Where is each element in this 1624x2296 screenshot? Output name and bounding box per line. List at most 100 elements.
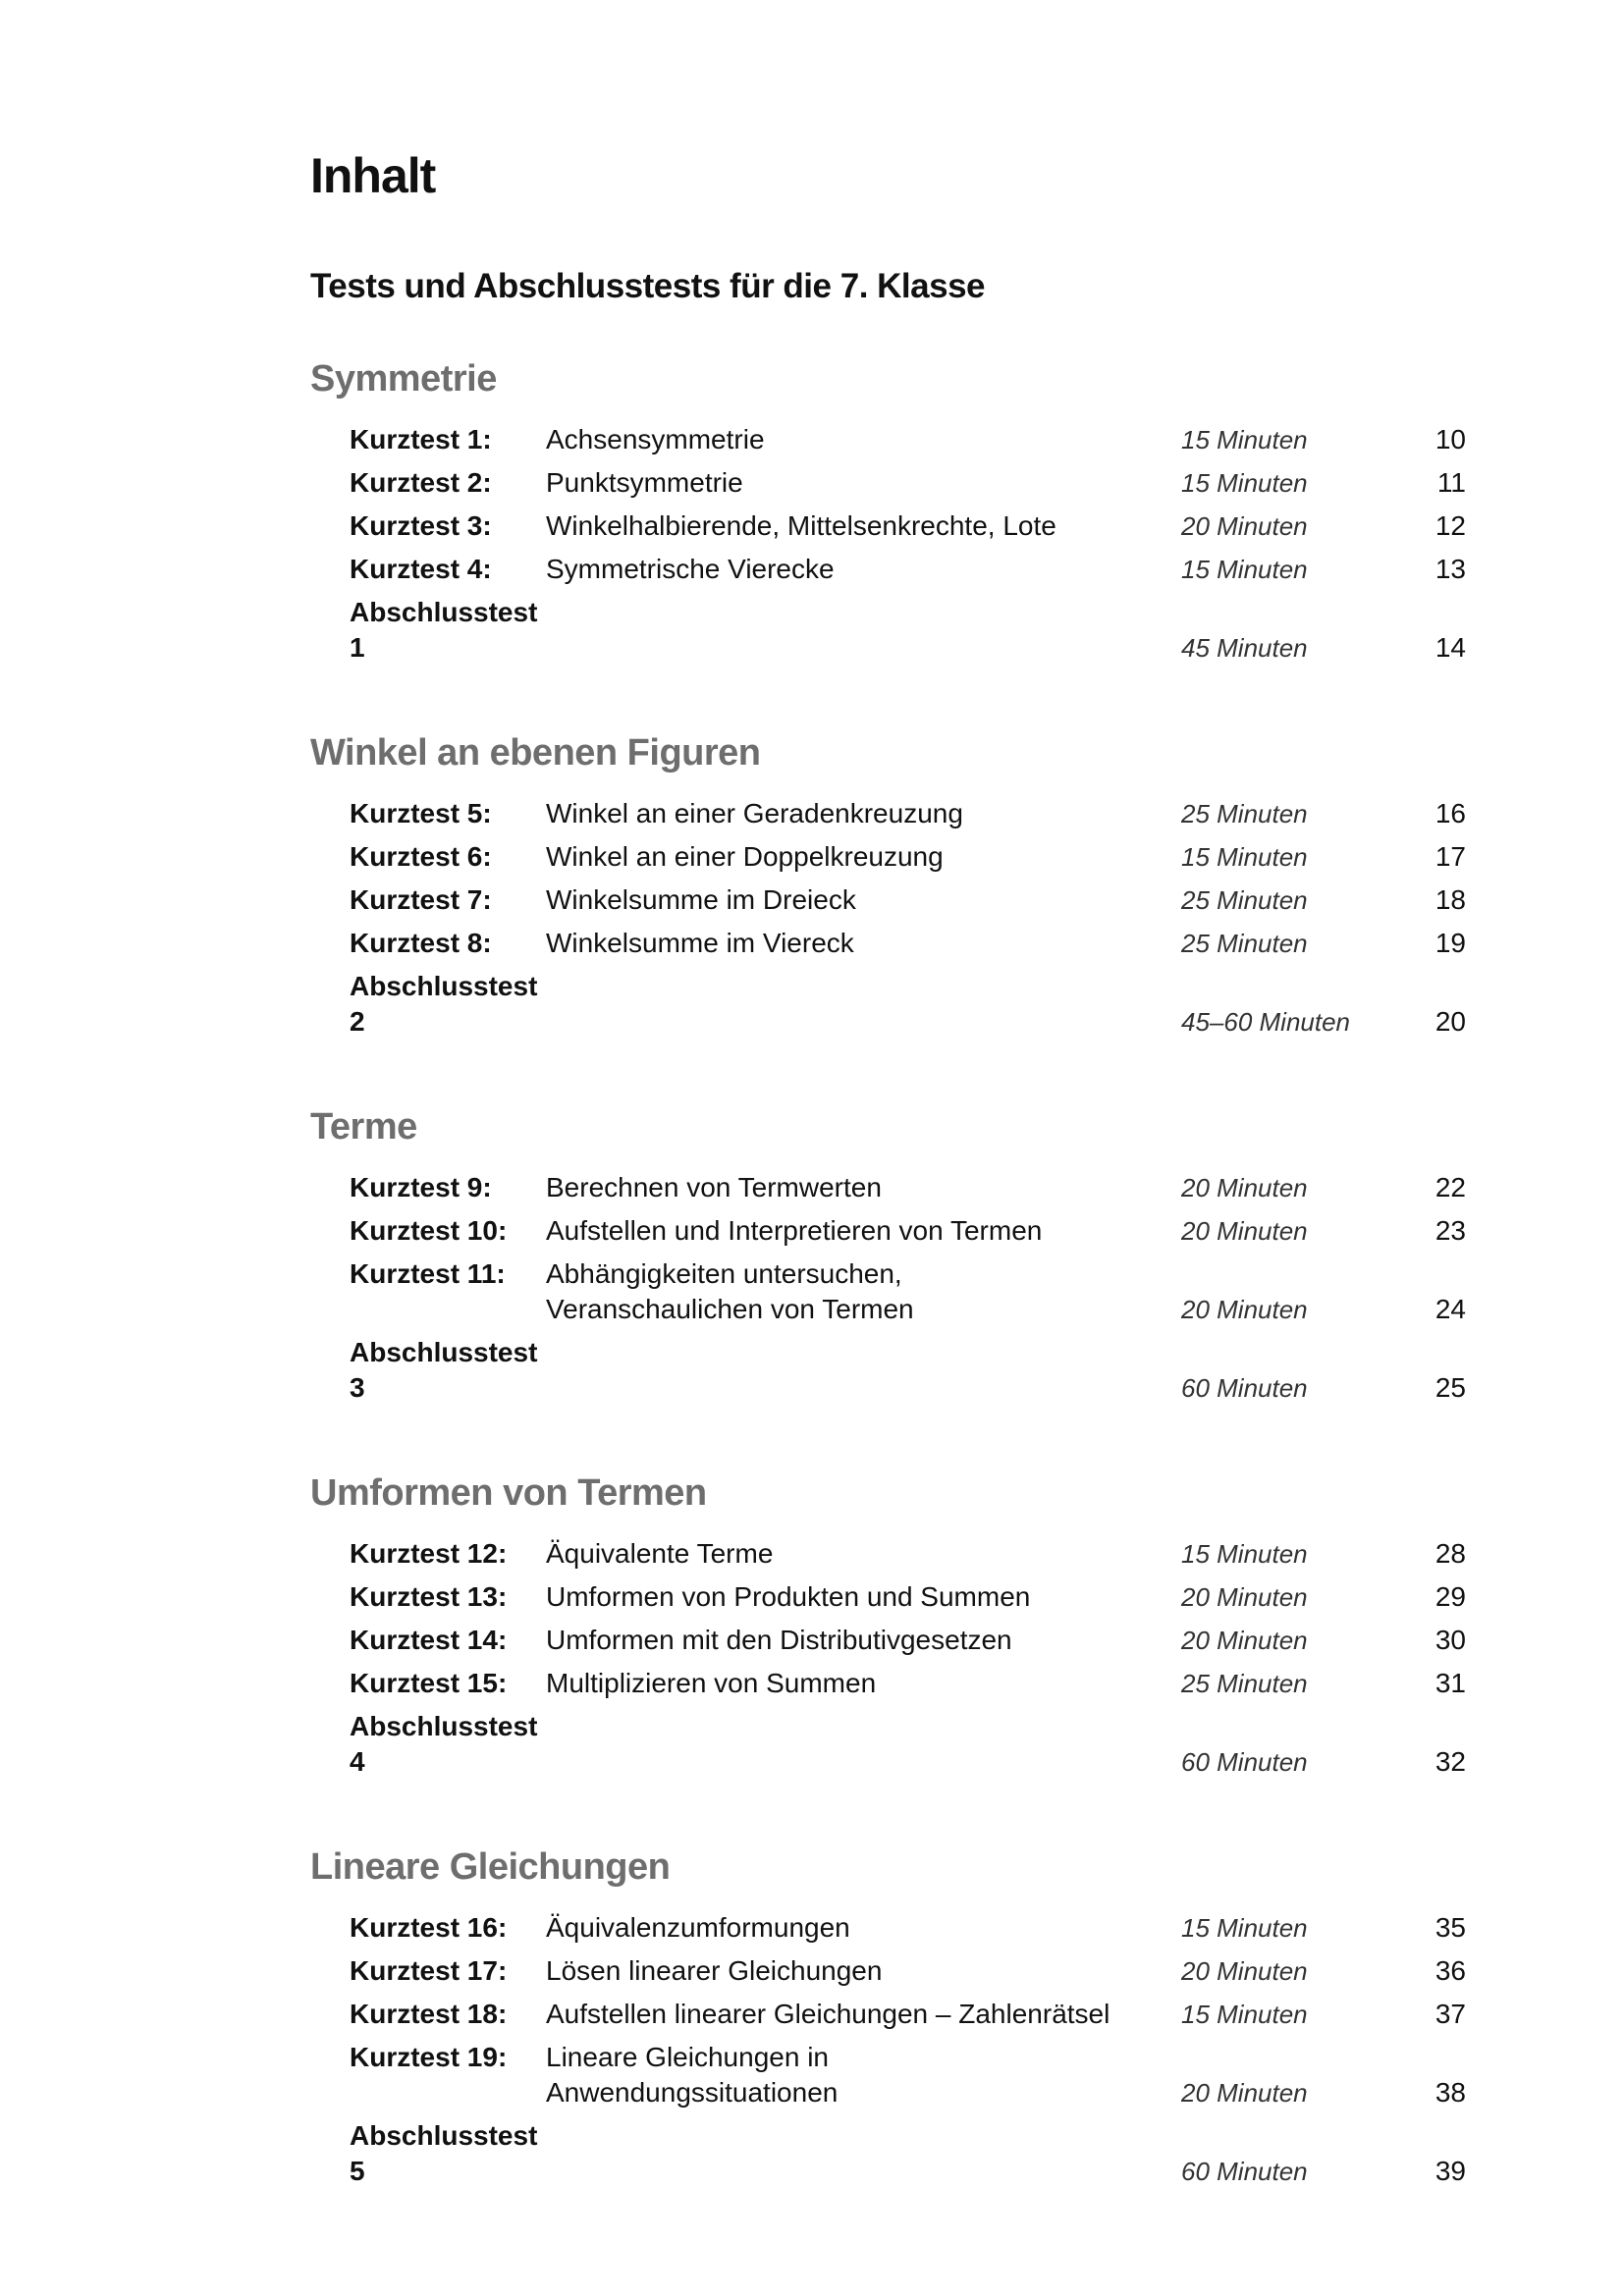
entry-page-number: 17	[1435, 841, 1466, 872]
section-heading: Terme	[310, 1106, 417, 1148]
entry-duration: 15 Minuten	[1181, 468, 1308, 498]
entry-duration: 20 Minuten	[1181, 511, 1308, 541]
entry-label: Kurztest 19:	[350, 2042, 508, 2072]
entry-page-number: 24	[1435, 1294, 1466, 1324]
toc-entry[interactable]: Abschlusstest 4 60 Minuten 32	[310, 1705, 1479, 1784]
entry-topic: Winkel an einer Doppelkreuzung	[546, 841, 944, 872]
entry-topic: Winkelsumme im Dreieck	[546, 884, 856, 915]
entry-page-number: 23	[1435, 1215, 1466, 1246]
toc-entry[interactable]: Kurztest 8: Winkelsumme im Viereck 25 Minu…	[310, 922, 1479, 965]
entry-label: Kurztest 4:	[350, 554, 492, 584]
toc-entry[interactable]: Kurztest 6: Winkel an einer Doppelkreuzun…	[310, 835, 1479, 879]
toc-entry[interactable]: Kurztest 4: Symmetrische Vierecke 15 Minut…	[310, 548, 1479, 591]
entry-topic: Punktsymmetrie	[546, 467, 743, 498]
entry-duration: 60 Minuten	[1181, 1373, 1308, 1403]
entry-label: Abschlusstest 5	[350, 2120, 538, 2186]
entry-page-number: 30	[1435, 1625, 1466, 1655]
entry-duration: 15 Minuten	[1181, 555, 1308, 584]
toc-entry[interactable]: Kurztest 15: Multiplizieren von Summen 25 …	[310, 1662, 1479, 1705]
entry-duration: 15 Minuten	[1181, 1913, 1308, 1943]
toc-entry[interactable]: Kurztest 17: Lösen linearer Gleichungen 20…	[310, 1949, 1479, 1993]
entry-duration: 20 Minuten	[1181, 1295, 1308, 1324]
entry-page-number: 32	[1435, 1746, 1466, 1777]
entry-duration: 20 Minuten	[1181, 1216, 1308, 1246]
entry-topic: Winkelhalbierende, Mittelsenkrechte, Lot…	[546, 510, 1056, 541]
entry-label: Kurztest 5:	[350, 798, 492, 828]
entry-label: Kurztest 8:	[350, 928, 492, 958]
toc-entry[interactable]: Abschlusstest 5 60 Minuten 39	[310, 2114, 1479, 2193]
entry-topic: Berechnen von Termwerten	[546, 1172, 882, 1202]
entry-topic: Lineare Gleichungen in Anwendungssituati…	[546, 2042, 839, 2108]
toc-entry[interactable]: Abschlusstest 3 60 Minuten 25	[310, 1331, 1479, 1410]
entry-label: Kurztest 17:	[350, 1955, 508, 1986]
entry-topic: Symmetrische Vierecke	[546, 554, 835, 584]
entry-page-number: 12	[1435, 510, 1466, 541]
entry-label: Kurztest 12:	[350, 1538, 508, 1569]
toc-entry[interactable]: Kurztest 10: Aufstellen und Interpretiere…	[310, 1209, 1479, 1253]
entry-duration: 15 Minuten	[1181, 842, 1308, 872]
toc-entry[interactable]: Kurztest 2: Punktsymmetrie 15 Minuten 11	[310, 461, 1479, 505]
entry-topic: Umformen mit den Distributivgesetzen	[546, 1625, 1012, 1655]
entry-page-number: 16	[1435, 798, 1466, 828]
entry-label: Kurztest 16:	[350, 1912, 508, 1943]
entry-page-number: 14	[1435, 632, 1466, 663]
entry-duration: 15 Minuten	[1181, 2000, 1308, 2029]
toc-entry[interactable]: Kurztest 12: Äquivalente Terme 15 Minuten 2…	[310, 1532, 1479, 1575]
entry-topic: Winkelsumme im Viereck	[546, 928, 854, 958]
section-heading: Winkel an ebenen Figuren	[310, 732, 761, 774]
toc-sections: Symmetrie Kurztest 1: Achsensymmetrie 15 Mi…	[310, 355, 1479, 2253]
entry-label: Kurztest 2:	[350, 467, 492, 498]
entry-duration: 25 Minuten	[1181, 799, 1308, 828]
entry-duration: 25 Minuten	[1181, 1669, 1308, 1698]
entry-label: Kurztest 7:	[350, 884, 492, 915]
entry-page-number: 29	[1435, 1581, 1466, 1612]
toc-entry[interactable]: Kurztest 3: Winkelhalbierende, Mittelsenk…	[310, 505, 1479, 548]
toc-entry[interactable]: Abschlusstest 1 45 Minuten 14	[310, 591, 1479, 669]
toc-entry[interactable]: Kurztest 16: Äquivalenzumformungen 15 Minu…	[310, 1906, 1479, 1949]
toc-entry[interactable]: Kurztest 9: Berechnen von Termwerten 20 Mi…	[310, 1166, 1479, 1209]
entry-label: Kurztest 3:	[350, 510, 492, 541]
entry-page-number: 25	[1435, 1372, 1466, 1403]
entry-topic: Äquivalenzumformungen	[546, 1912, 850, 1943]
entry-duration: 45 Minuten	[1181, 633, 1308, 663]
entry-topic: Aufstellen linearer Gleichungen – Zahlen…	[546, 1999, 1110, 2029]
entry-page-number: 35	[1435, 1912, 1466, 1943]
toc-entry[interactable]: Kurztest 13: Umformen von Produkten und S…	[310, 1575, 1479, 1619]
toc-entry[interactable]: Abschlusstest 2 45–60 Minuten 20	[310, 965, 1479, 1043]
entry-duration: 20 Minuten	[1181, 1626, 1308, 1655]
entry-duration: 15 Minuten	[1181, 1539, 1308, 1569]
toc-entry[interactable]: Kurztest 14: Umformen mit den Distributiv…	[310, 1619, 1479, 1662]
toc-entry[interactable]: Kurztest 19: Lineare Gleichungen in Anwen…	[310, 2036, 1479, 2114]
entry-page-number: 11	[1436, 467, 1466, 498]
entry-label: Kurztest 14:	[350, 1625, 508, 1655]
entry-label: Kurztest 6:	[350, 841, 492, 872]
section-heading: Umformen von Termen	[310, 1472, 707, 1514]
entry-page-number: 36	[1435, 1955, 1466, 1986]
entry-duration: 20 Minuten	[1181, 1173, 1308, 1202]
toc-entry[interactable]: Kurztest 11: Abhängigkeiten untersuchen, …	[310, 1253, 1479, 1331]
entry-page-number: 31	[1435, 1668, 1466, 1698]
toc-entry[interactable]: Kurztest 5: Winkel an einer Geradenkreuzu…	[310, 792, 1479, 835]
entry-topic: Lösen linearer Gleichungen	[546, 1955, 883, 1986]
page-title: Inhalt	[310, 148, 436, 203]
toc-entry[interactable]: Kurztest 7: Winkelsumme im Dreieck 25 Minu…	[310, 879, 1479, 922]
entry-duration: 20 Minuten	[1181, 1956, 1308, 1986]
entry-label: Kurztest 9:	[350, 1172, 492, 1202]
entry-topic: Äquivalente Terme	[546, 1538, 774, 1569]
toc-section: Terme Kurztest 9: Berechnen von Termwerten…	[310, 1103, 1479, 1410]
section-heading: Symmetrie	[310, 358, 497, 400]
entry-topic: Abhängigkeiten untersuchen, Veranschauli…	[546, 1258, 914, 1324]
entry-topic: Achsensymmetrie	[546, 424, 765, 454]
toc-entry[interactable]: Kurztest 18: Aufstellen linearer Gleichun…	[310, 1993, 1479, 2036]
entry-duration: 20 Minuten	[1181, 2078, 1308, 2108]
entry-label: Kurztest 13:	[350, 1581, 508, 1612]
entry-page-number: 28	[1435, 1538, 1466, 1569]
entry-label: Kurztest 10:	[350, 1215, 508, 1246]
entry-label: Abschlusstest 4	[350, 1711, 538, 1777]
toc-section: Symmetrie Kurztest 1: Achsensymmetrie 15 Mi…	[310, 355, 1479, 669]
entry-page-number: 10	[1435, 424, 1466, 454]
entry-duration: 15 Minuten	[1181, 425, 1308, 454]
entry-label: Kurztest 18:	[350, 1999, 508, 2029]
entry-page-number: 37	[1435, 1999, 1466, 2029]
toc-entry[interactable]: Kurztest 1: Achsensymmetrie 15 Minuten 10	[310, 418, 1479, 461]
